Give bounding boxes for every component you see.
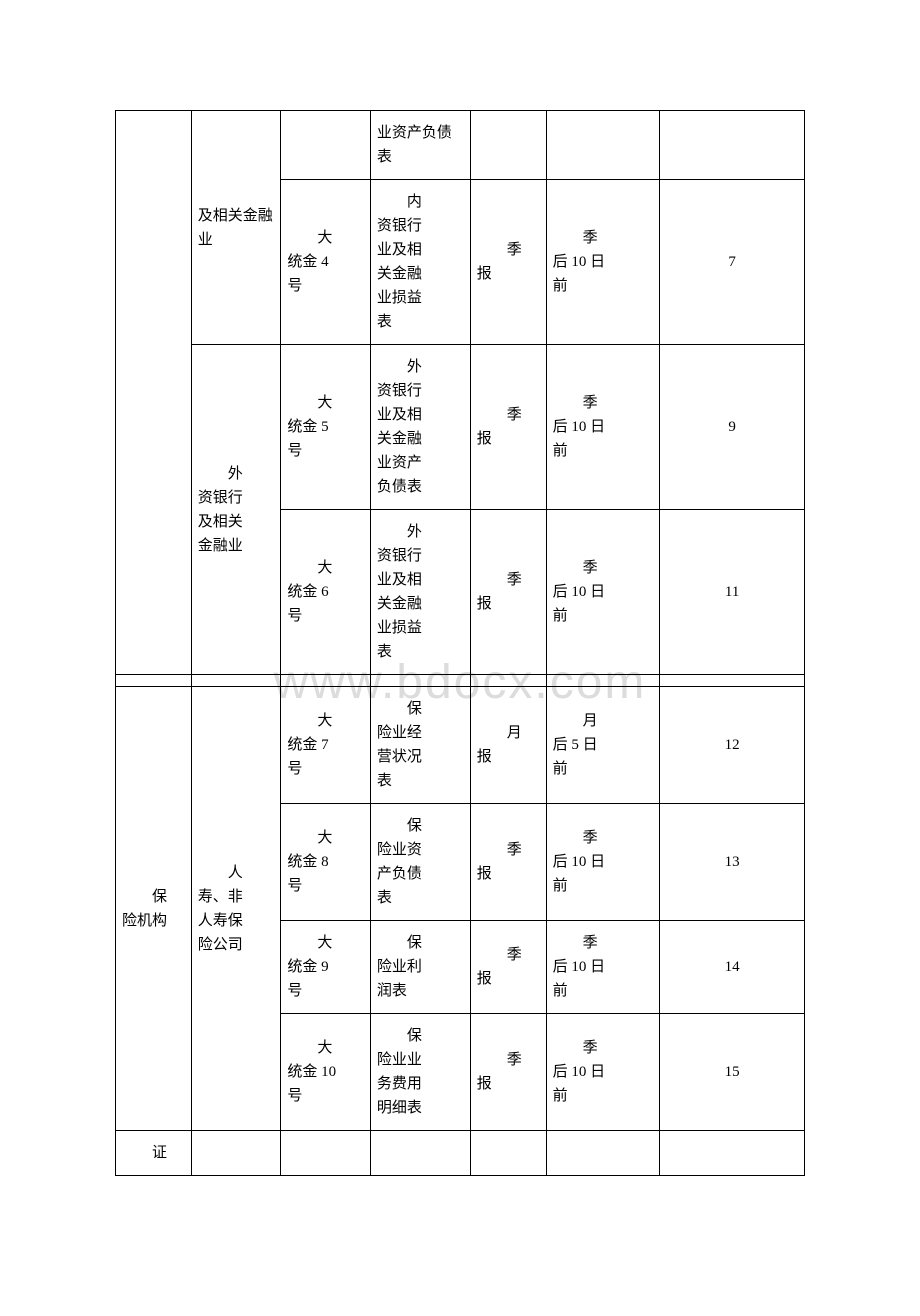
table-row: 保险机构 人寿、非人寿保险公司 大统金 7号 保险业经营状况表 月报 月后 5 …: [116, 687, 805, 804]
table-cell: 证: [116, 1131, 192, 1176]
table-cell: [191, 675, 281, 687]
table-cell: 13: [660, 804, 805, 921]
table-row: 外资银行及相关金融业 大统金 5号 外资银行业及相关金融业资产负债表 季报 季后…: [116, 345, 805, 510]
table-cell: [116, 675, 192, 687]
table-cell: 季后 10 日前: [546, 510, 660, 675]
table-row: 及相关金融业业资产负债表: [116, 111, 805, 180]
table-cell: [470, 675, 546, 687]
table-cell: 7: [660, 180, 805, 345]
table-cell: [660, 1131, 805, 1176]
table-cell: 季后 10 日前: [546, 804, 660, 921]
table-cell: 大统金 5号: [281, 345, 371, 510]
table-cell: [660, 675, 805, 687]
table-cell: 业资产负债表: [370, 111, 470, 180]
table-cell: 季后 10 日前: [546, 345, 660, 510]
table-cell: 保险机构: [116, 687, 192, 1131]
table-cell: [370, 675, 470, 687]
table-cell: [470, 111, 546, 180]
table-cell: 外资银行业及相关金融业损益表: [370, 510, 470, 675]
table-cell: 大统金 10号: [281, 1014, 371, 1131]
table-cell: 季报: [470, 180, 546, 345]
table-cell: 大统金 9号: [281, 921, 371, 1014]
table-cell: 大统金 7号: [281, 687, 371, 804]
table-cell: 季报: [470, 921, 546, 1014]
table-cell: 15: [660, 1014, 805, 1131]
table-cell: 季报: [470, 1014, 546, 1131]
table-cell: [281, 675, 371, 687]
table-cell: 大统金 4号: [281, 180, 371, 345]
table-cell: 保险业经营状况表: [370, 687, 470, 804]
table-cell: 内资银行业及相关金融业损益表: [370, 180, 470, 345]
table-cell: 人寿、非人寿保险公司: [191, 687, 281, 1131]
table-cell: 月报: [470, 687, 546, 804]
table-cell: 14: [660, 921, 805, 1014]
table-cell: [470, 1131, 546, 1176]
table-cell: [546, 1131, 660, 1176]
table-cell: 季报: [470, 345, 546, 510]
table-cell: 季后 10 日前: [546, 180, 660, 345]
table-cell: [370, 1131, 470, 1176]
table-cell: [546, 675, 660, 687]
table-cell: 外资银行业及相关金融业资产负债表: [370, 345, 470, 510]
table-row: [116, 675, 805, 687]
table-cell: 保险业业务费用明细表: [370, 1014, 470, 1131]
data-table: 及相关金融业业资产负债表 大统金 4号 内资银行业及相关金融业损益表 季报 季后…: [115, 110, 805, 1176]
table-cell: 季报: [470, 804, 546, 921]
table-cell: 及相关金融业: [191, 111, 281, 345]
table-cell: 大统金 8号: [281, 804, 371, 921]
table-cell: 保险业资产负债表: [370, 804, 470, 921]
table-cell: 季后 10 日前: [546, 1014, 660, 1131]
table-cell: 季报: [470, 510, 546, 675]
table-row: 证: [116, 1131, 805, 1176]
table-cell: [116, 111, 192, 675]
table-cell: 季后 10 日前: [546, 921, 660, 1014]
table-cell: [660, 111, 805, 180]
table-cell: 外资银行及相关金融业: [191, 345, 281, 675]
table-cell: 月后 5 日前: [546, 687, 660, 804]
table-cell: 保险业利润表: [370, 921, 470, 1014]
table-cell: 9: [660, 345, 805, 510]
table-cell: [546, 111, 660, 180]
table-cell: 大统金 6号: [281, 510, 371, 675]
table-cell: [191, 1131, 281, 1176]
table-cell: 11: [660, 510, 805, 675]
table-cell: 12: [660, 687, 805, 804]
table-cell: [281, 111, 371, 180]
table-cell: [281, 1131, 371, 1176]
